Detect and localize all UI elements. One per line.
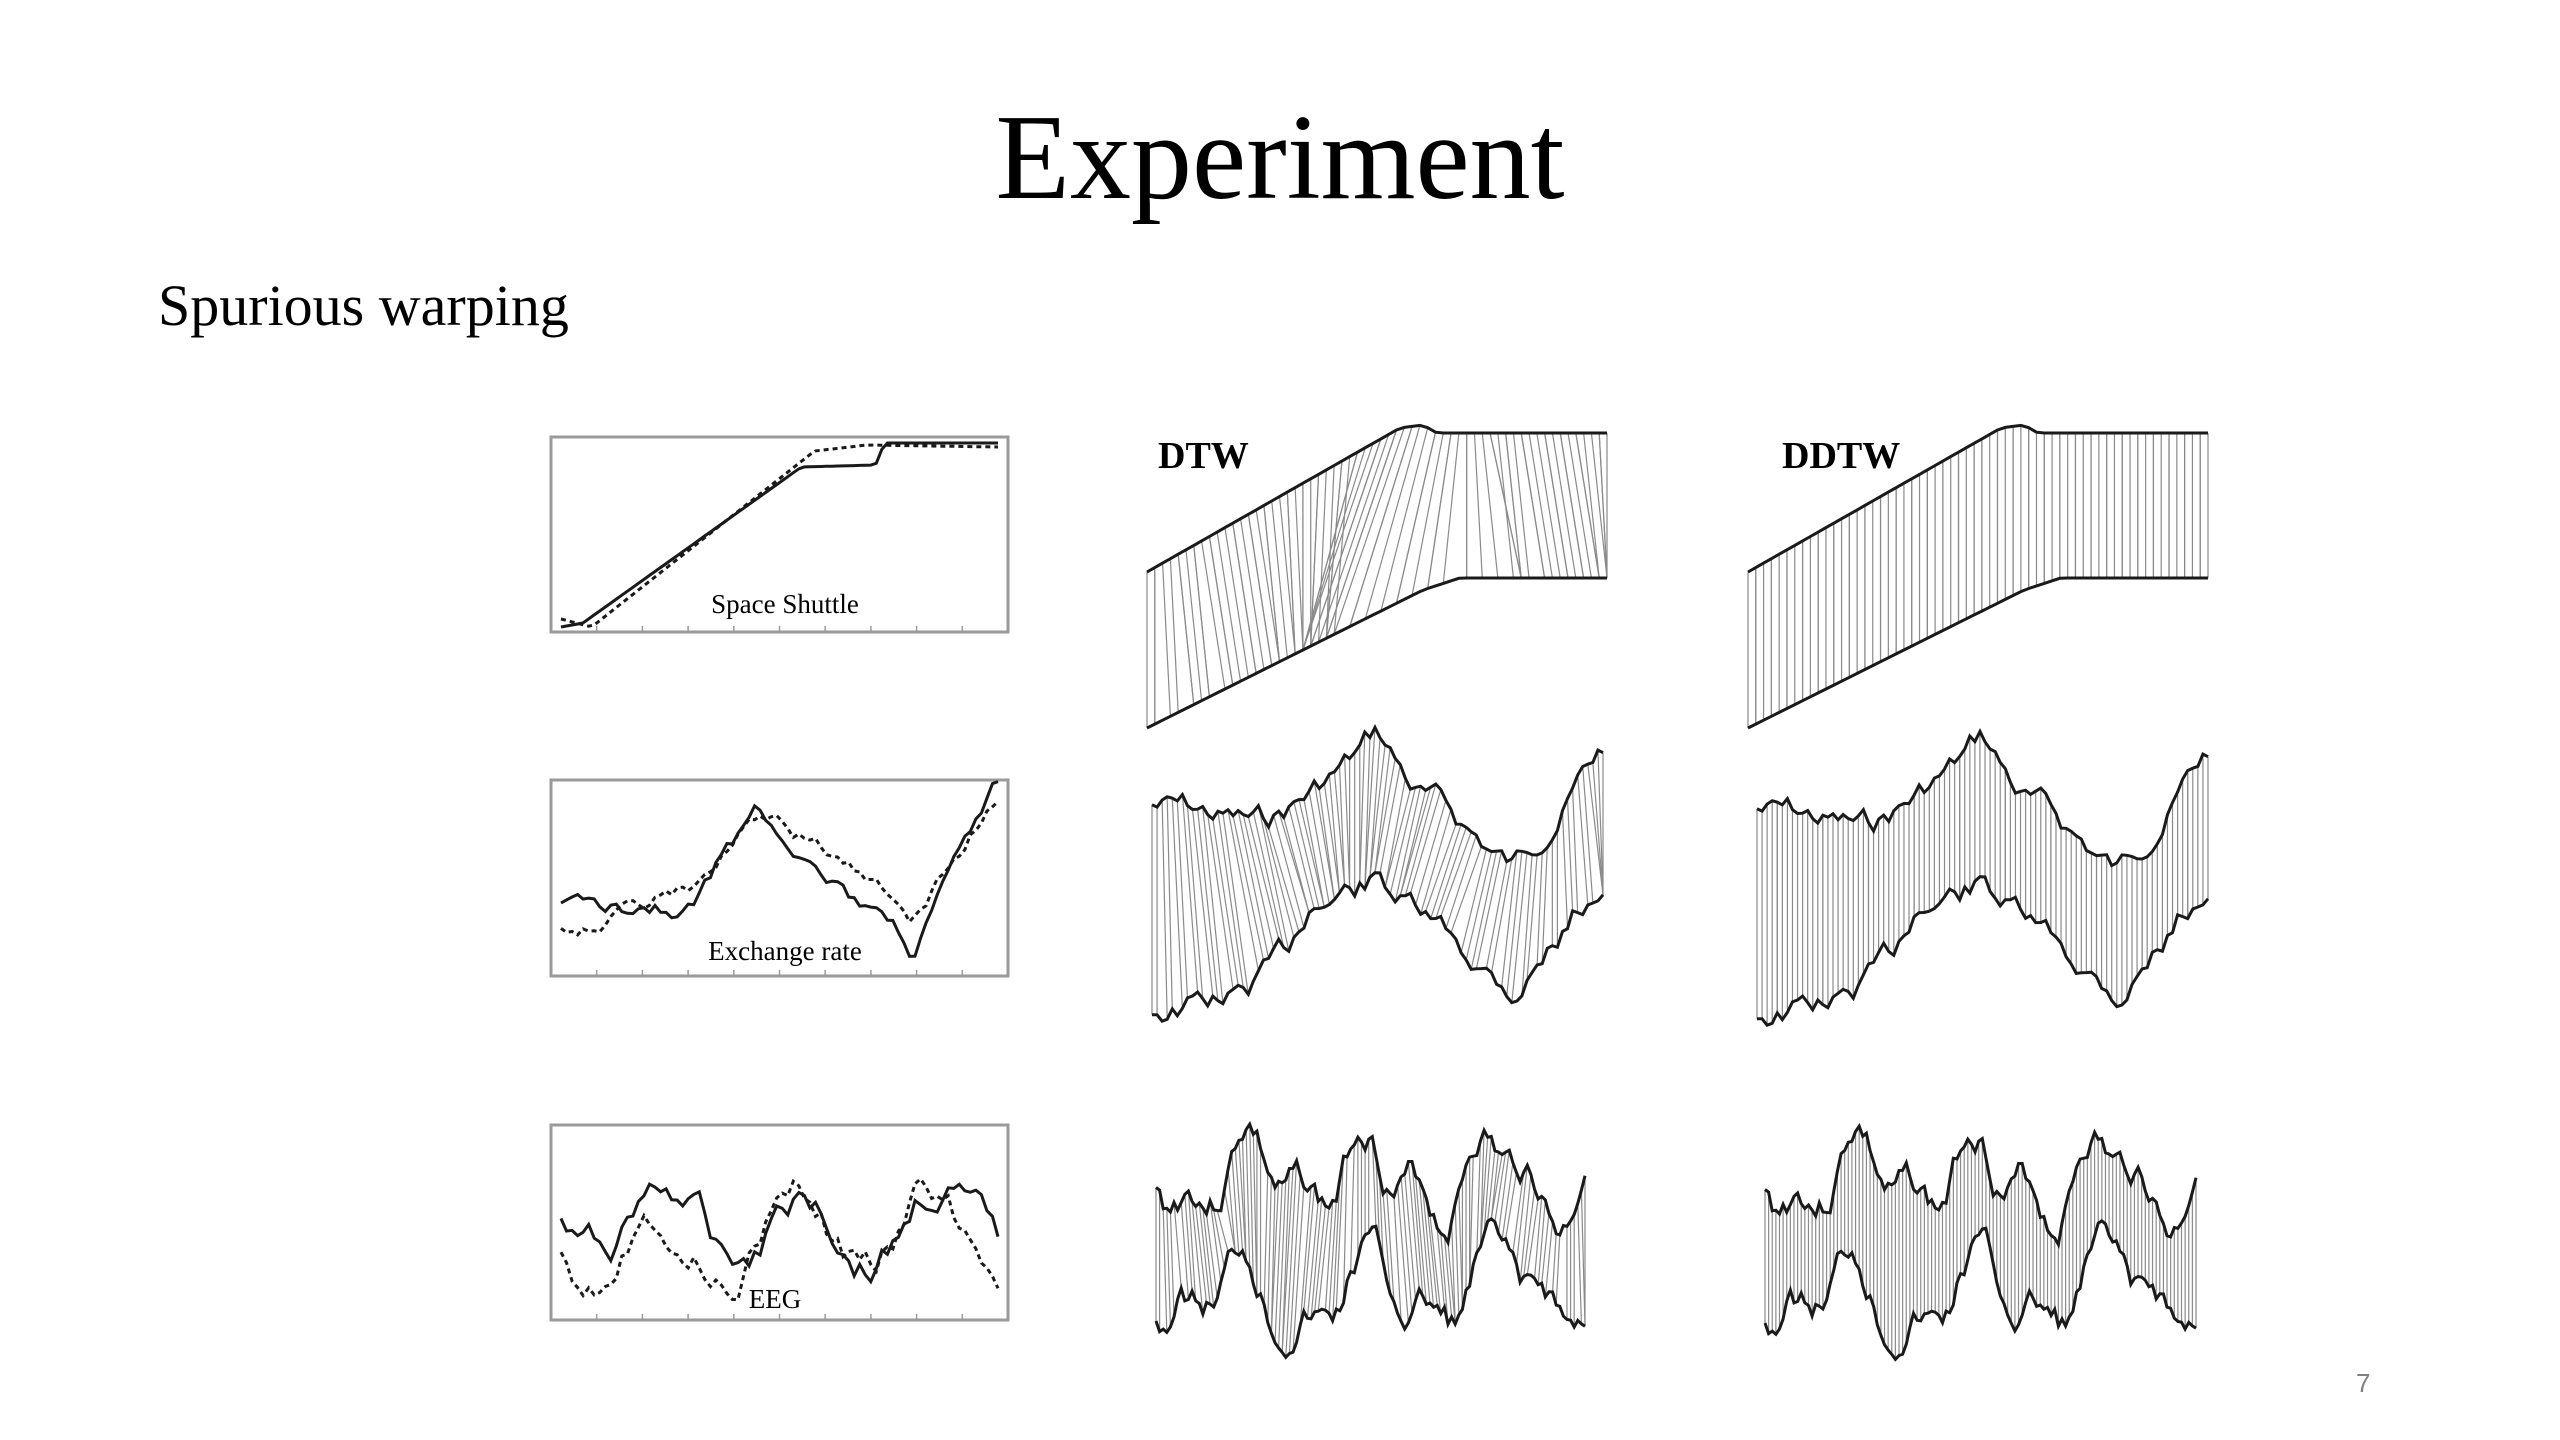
dtw-exchange-rate-lower-series [1151,871,1605,1023]
dtw-eeg [1154,1120,1587,1360]
eeg-overlay-plot [549,1123,1010,1322]
ddtw-eeg-lower-series [1763,1219,2197,1362]
exchange-rate-label: Exchange rate [708,936,862,966]
dtw-space-shuttle-lower-series [1146,576,1607,730]
eeg-label: EEG [749,1284,801,1314]
dtw-space-shuttle-upper-series [1146,423,1607,574]
dtw-space-shuttle [1146,423,1608,730]
space-shuttle-overlay-plot [549,435,1010,634]
ddtw-space-shuttle [1747,423,2209,730]
ddtw-space-shuttle-warping-lines [1747,425,2209,728]
dtw-eeg-warping-lines [1155,1124,1586,1358]
overlay-series-dotted [559,1176,1000,1301]
ddtw-eeg-warping-lines [1764,1126,2197,1360]
dtw-eeg-lower-series [1154,1217,1586,1360]
dtw-exchange-rate [1151,723,1605,1023]
exchange-rate-overlay-plot [549,778,1010,978]
overlay-series-solid [559,1182,1000,1285]
ddtw-exchange-rate-upper-series [1756,727,2209,868]
space-shuttle-label: Space Shuttle [711,589,859,619]
ddtw-space-shuttle-upper-series [1747,423,2208,574]
ddtw-eeg-upper-series [1764,1122,2198,1250]
dtw-exchange-rate-upper-series [1151,723,1604,864]
dtw-space-shuttle-warping-lines [1146,425,1608,728]
slide-title: Experiment [995,90,1565,225]
overlay-series-dotted [560,443,999,628]
dtw-column-label: DTW [1158,435,1249,477]
dtw-warping-column [1146,423,1608,1360]
slide-subtitle: Spurious warping [158,273,569,338]
overlay-series-solid [560,441,998,629]
ddtw-exchange-rate [1756,727,2210,1027]
ddtw-warping-column [1747,423,2210,1362]
overlay-plots [549,435,1010,1322]
dtw-eeg-upper-series [1155,1120,1587,1248]
overlay-series-dotted [560,800,1000,937]
ddtw-exchange-rate-warping-lines [1756,731,2209,1026]
ddtw-column-label: DDTW [1782,435,1900,477]
page-number: 7 [2356,1368,2371,1398]
ddtw-exchange-rate-lower-series [1756,875,2210,1027]
overlay-series-solid [560,780,999,958]
dtw-exchange-rate-warping-lines [1151,727,1604,1020]
ddtw-eeg [1763,1122,2198,1362]
ddtw-space-shuttle-lower-series [1747,576,2208,730]
